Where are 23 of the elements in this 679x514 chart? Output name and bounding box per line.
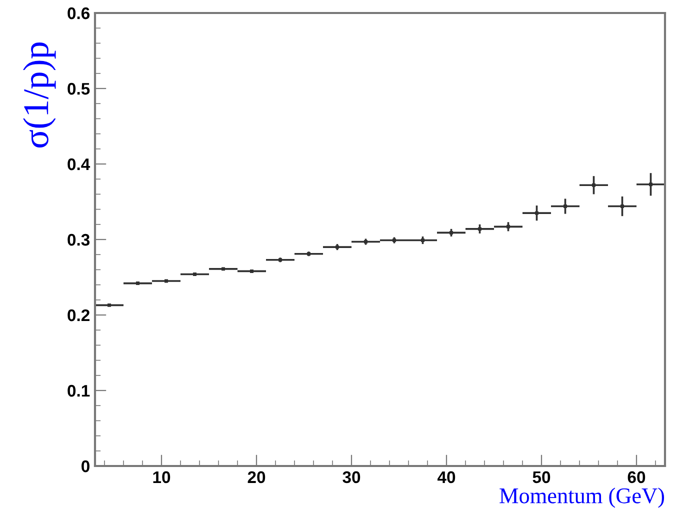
y-tick-label: 0.4 — [68, 158, 90, 170]
point — [649, 182, 652, 186]
y-tick-label: 0.6 — [68, 7, 90, 20]
point — [592, 183, 596, 187]
y-tick-label: 0.5 — [68, 82, 90, 95]
y-tick-label: 0.1 — [68, 384, 90, 397]
y-axis-title: σ(1/p)p — [23, 42, 56, 148]
x-tick-label: 40 — [437, 471, 456, 484]
y-tick-label: 0.3 — [68, 234, 90, 246]
x-axis-title: Momentum (GeV) — [500, 488, 664, 508]
y-tick-label: 0.2 — [68, 309, 90, 322]
point — [620, 204, 624, 208]
point — [478, 227, 482, 231]
point — [421, 238, 424, 242]
x-tick-label: 30 — [342, 471, 360, 484]
point — [564, 204, 567, 208]
x-tick-label: 50 — [532, 471, 550, 484]
x-tick-label: 20 — [248, 471, 266, 484]
point — [535, 211, 538, 215]
x-tick-label: 60 — [628, 471, 646, 484]
point — [506, 224, 510, 228]
y-tick-label: 0 — [82, 460, 90, 472]
x-tick-label: 10 — [153, 471, 170, 484]
